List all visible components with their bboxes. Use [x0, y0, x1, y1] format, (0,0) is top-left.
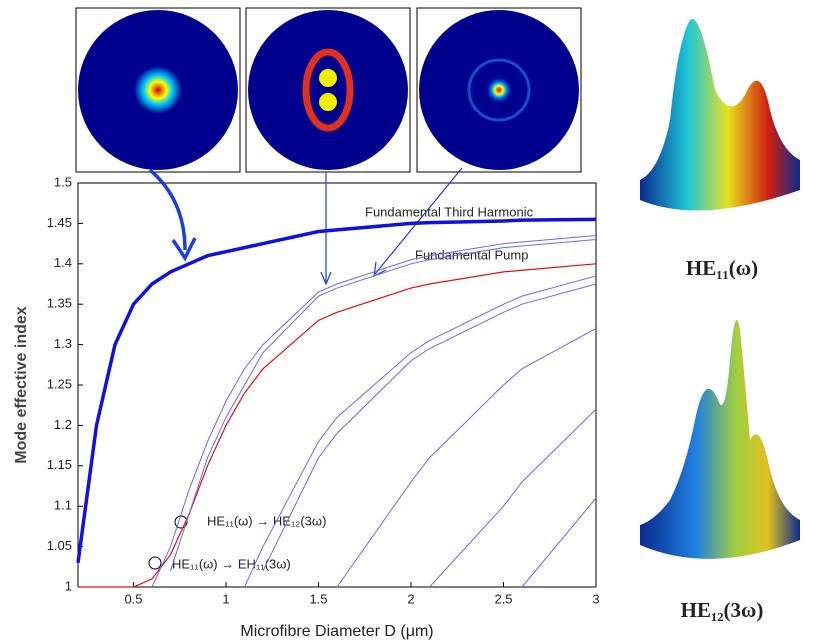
y-tick-label: 1.05 — [47, 538, 72, 553]
x-tick-label: 1.5 — [309, 591, 327, 606]
line — [337, 328, 596, 587]
plot-frame — [78, 183, 596, 587]
arrows — [150, 168, 462, 284]
arrow — [150, 170, 185, 250]
surface-he12 — [640, 320, 800, 559]
annotation: HE₁₁(ω) → EH₁₁(3ω) — [172, 556, 291, 571]
mode-field — [319, 93, 337, 111]
y-tick-label: 1.1 — [54, 498, 72, 513]
figure: HE₁₁(ω) HE₁₂(3ω) Microfibre Diameter D (… — [0, 0, 830, 644]
x-tick-label: 2 — [407, 591, 414, 606]
y-tick-label: 1.2 — [54, 417, 72, 432]
mode-disk — [248, 10, 408, 170]
mode-label: HE₁₁(ω) — [686, 256, 758, 280]
surface-plots: HE₁₁(ω) HE₁₂(3ω) — [640, 19, 800, 622]
y-tick-label: 1.5 — [54, 174, 72, 189]
mode-field — [134, 66, 182, 114]
line — [245, 276, 597, 587]
y-axis-label: Mode effective index — [13, 306, 30, 463]
marker-circle — [149, 557, 161, 569]
y-tick-label: 1.4 — [54, 255, 72, 270]
mode-images — [76, 8, 581, 172]
mode-field — [485, 76, 513, 104]
mode-field — [319, 69, 337, 87]
y-tick-label: 1.35 — [47, 296, 72, 311]
y-tick-label: 1.3 — [54, 336, 72, 351]
annotation: HE₁₁(ω) → HE₁₂(3ω) — [207, 513, 326, 528]
x-axis-label: Microfibre Diameter D (μm) — [240, 623, 433, 640]
annotation: Fundamental Third Harmonic — [365, 204, 534, 219]
x-tick-label: 2.5 — [494, 591, 512, 606]
y-tick-label: 1 — [65, 578, 72, 593]
surface-he11 — [640, 19, 800, 211]
line — [430, 409, 597, 587]
line — [78, 264, 596, 587]
x-tick-label: 1 — [222, 591, 229, 606]
x-tick-label: 3 — [592, 591, 599, 606]
x-tick-label: 0.5 — [124, 591, 142, 606]
y-tick-label: 1.45 — [47, 215, 72, 230]
y-tick-label: 1.25 — [47, 376, 72, 391]
mode-label: HE₁₂(3ω) — [681, 598, 764, 622]
y-tick-label: 1.15 — [47, 457, 72, 472]
line — [522, 498, 596, 587]
